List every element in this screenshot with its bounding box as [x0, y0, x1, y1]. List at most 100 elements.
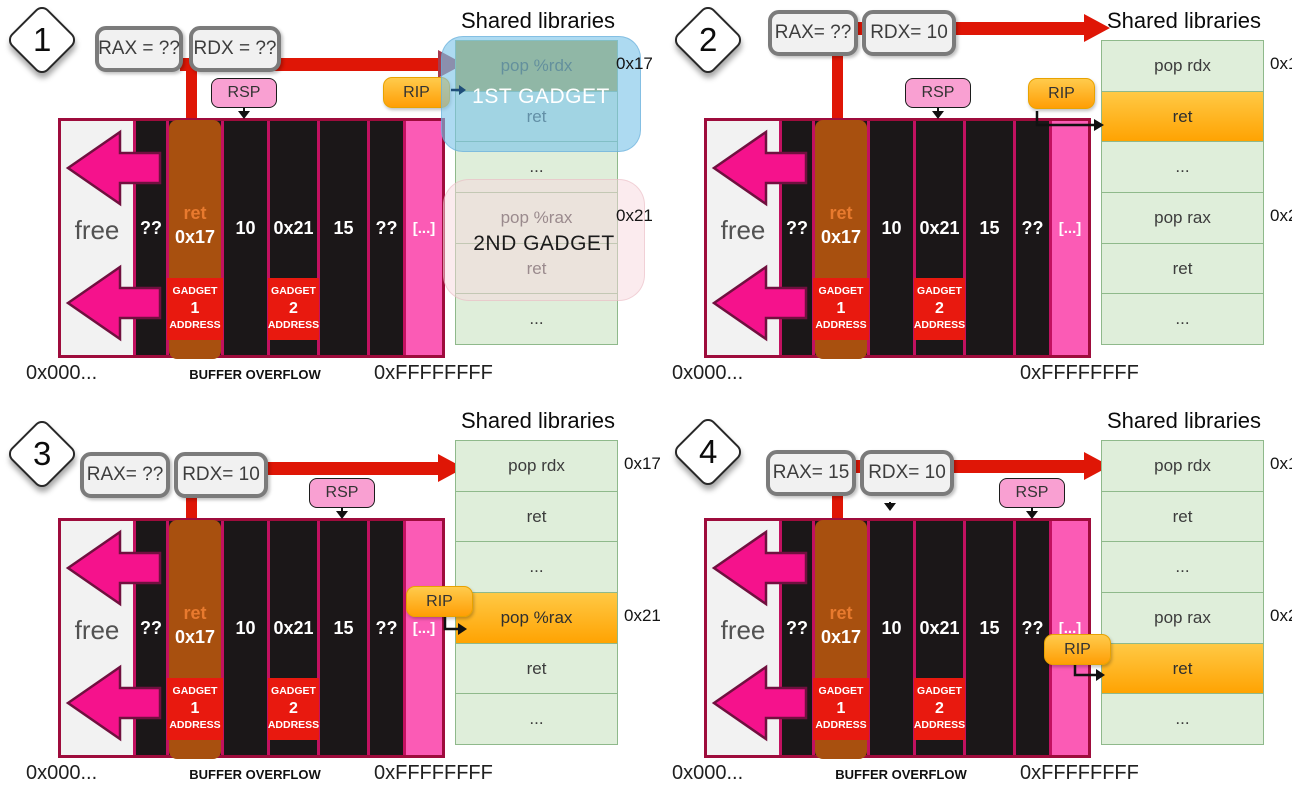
cell-label: 10: [235, 618, 256, 638]
library-row-ellipsis: ...: [1175, 309, 1190, 329]
stack-grow-arrow: [711, 664, 808, 742]
library-row-pop-rax-highlighted: pop %rax: [456, 593, 617, 644]
shared-libraries-title: Shared libraries: [460, 408, 616, 433]
rsp-label: RSP: [309, 478, 375, 508]
rip-pointer-arrow: [451, 85, 466, 95]
gadget1-line2: 1: [190, 299, 200, 317]
library-row-ret: ret: [1102, 244, 1263, 295]
rax-register-box: RAX= ??: [80, 452, 170, 498]
rdx-value: RDX= 10: [868, 462, 946, 483]
rip-label: RIP: [1028, 78, 1095, 109]
rax-value: RAX= ??: [774, 22, 852, 43]
library-row-pop-rax: pop rax: [1102, 193, 1263, 244]
step-number: 3: [32, 434, 52, 472]
buffer-overflow-label: BUFFER OVERFLOW: [835, 767, 967, 782]
gadget1-line2: 1: [836, 299, 846, 317]
stack-cell-unknown: ??: [367, 121, 403, 355]
cell-label-ret: ret: [183, 203, 207, 223]
first-gadget-overlay: [441, 36, 641, 152]
control-flow-arrowhead: [1084, 14, 1110, 42]
cell-label: ??: [1021, 618, 1044, 638]
stack-cell-15: 15: [317, 521, 367, 755]
panel-step-2: 2 RAX= ?? RDX= 10 RSP RIP Shared librari…: [646, 0, 1292, 394]
library-row-pop-rdx: pop rdx: [456, 441, 617, 492]
gadget1-line1: GADGET: [172, 684, 218, 697]
rip-label: RIP: [383, 77, 450, 108]
library-row-ellipsis: ...: [1102, 142, 1263, 194]
cell-label: 15: [333, 618, 354, 638]
stack-cell-unknown: ??: [367, 521, 403, 755]
rsp-label: RSP: [905, 78, 971, 108]
library-row-pop-rdx: pop rdx: [1102, 441, 1263, 492]
stack-cell-10: 10: [867, 121, 913, 355]
bottom-address-left: 0x000...: [672, 762, 744, 784]
stack-memory-box: free ?? ret 0x17 GADGET 1 ADDRESS 10 0x21 G…: [704, 518, 1091, 759]
library-row-pop-rdx: pop rdx: [1102, 41, 1263, 92]
rdx-register-box: RDX= 10: [174, 452, 268, 498]
stack-cell-unknown: ??: [779, 121, 812, 355]
cell-label: 10: [881, 618, 902, 638]
gadget2-line2: 2: [935, 699, 944, 717]
rdx-value: RDX= 10: [870, 22, 948, 43]
gadget2-line1: GADGET: [917, 284, 962, 297]
rdx-source-arrow: [884, 502, 896, 511]
rdx-register-box: RDX= 10: [862, 10, 956, 56]
cell-label: 15: [333, 218, 354, 238]
cell-label: ??: [375, 618, 398, 638]
cell-label-ret: ret: [183, 603, 207, 623]
gadget2-line3: ADDRESS: [913, 719, 966, 732]
rax-register-box: RAX= ??: [768, 10, 858, 56]
gadget2-line2: 2: [289, 699, 298, 717]
rax-value: RAX = ??: [98, 38, 180, 59]
gadget-address-label-0x17: 0x17: [1270, 454, 1292, 473]
gadget2-line1: GADGET: [271, 284, 316, 297]
library-row-pop-rax: pop rax: [1102, 593, 1263, 644]
gadget1-line2: 1: [190, 699, 200, 717]
cell-label-ret: ret: [829, 603, 853, 623]
gadget2-line3: ADDRESS: [267, 719, 320, 732]
rdx-register-box: RDX = ??: [189, 26, 281, 72]
second-gadget-overlay: [443, 179, 645, 301]
register-stack-connector: [186, 64, 197, 120]
bottom-address-right: 0xFFFFFFFF: [1020, 762, 1139, 784]
stack-cell-unknown: ??: [133, 521, 166, 755]
bottom-address-right: 0xFFFFFFFF: [374, 362, 493, 384]
bottom-address-right: 0xFFFFFFFF: [374, 762, 493, 784]
stack-cell-15: 15: [317, 121, 367, 355]
library-row-ret: ret: [456, 492, 617, 543]
buffer-overflow-label: BUFFER OVERFLOW: [189, 367, 321, 382]
stack-grow-arrow: [65, 129, 162, 207]
stack-grow-arrow: [65, 264, 162, 342]
stack-cell-ret-0x17: ret 0x17 GADGET 1 ADDRESS: [166, 120, 223, 359]
shared-libraries-box: pop rdx ret ... pop rax ret ...: [1101, 40, 1264, 345]
step-number: 1: [32, 20, 52, 58]
cell-label: [...]: [1058, 620, 1082, 637]
gadget2-line3: ADDRESS: [913, 319, 966, 332]
gadget2-line3: ADDRESS: [267, 319, 320, 332]
cell-label: 10: [235, 218, 256, 238]
cell-label: [...]: [412, 220, 436, 237]
library-row-ellipsis: ...: [456, 542, 617, 594]
gadget1-line1: GADGET: [818, 684, 864, 697]
cell-label-0x17: 0x17: [174, 627, 216, 647]
cell-label: 15: [979, 618, 1000, 638]
stack-cell-10: 10: [221, 521, 267, 755]
stack-memory-box: free ?? ret 0x17 GADGET 1 ADDRESS 10 0x21 G…: [58, 518, 445, 759]
free-label: free: [74, 215, 120, 245]
rax-register-box: RAX = ??: [95, 26, 183, 72]
rsp-pointer-arrow: [336, 508, 348, 519]
cell-label-0x17: 0x17: [174, 227, 216, 247]
bottom-address-left: 0x000...: [26, 362, 98, 384]
cell-label: ??: [786, 218, 808, 238]
gadget-address-label-0x17: 0x17: [624, 454, 661, 473]
cell-label: 0x21: [273, 618, 314, 638]
gadget1-address-box: GADGET 1 ADDRESS: [167, 278, 223, 340]
register-stack-connector: [832, 56, 843, 120]
stack-grow-arrow: [711, 129, 808, 207]
library-row-ret-highlighted: ret: [1102, 643, 1263, 695]
stack-cell-0x21: 0x21 GADGET 2 ADDRESS: [913, 521, 966, 755]
stack-cell-15: 15: [963, 521, 1013, 755]
rip-label: RIP: [1044, 634, 1111, 665]
cell-label-0x17: 0x17: [820, 627, 862, 647]
first-gadget-overlay-label: 1ST GADGET: [472, 85, 610, 108]
